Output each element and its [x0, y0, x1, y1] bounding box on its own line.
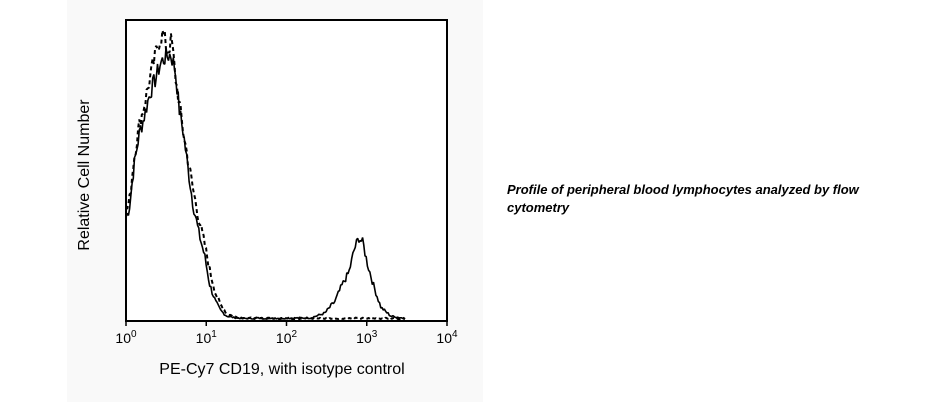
- x-tick-label: 102: [276, 329, 298, 346]
- x-tick-label: 103: [356, 329, 378, 346]
- x-tick-label: 104: [436, 329, 458, 346]
- figure-caption: Profile of peripheral blood lymphocytes …: [507, 182, 859, 215]
- x-axis-ticks: 100 101 102 103 104: [115, 321, 458, 346]
- y-axis-label: Relative Cell Number: [76, 99, 93, 251]
- series-layer: [125, 30, 406, 320]
- x-tick-label: 100: [115, 329, 137, 346]
- plot-frame: [125, 19, 448, 322]
- cd19-stained-trace: [125, 47, 405, 320]
- x-tick-label: 101: [196, 329, 218, 346]
- x-axis-label: PE-Cy7 CD19, with isotype control: [159, 361, 404, 378]
